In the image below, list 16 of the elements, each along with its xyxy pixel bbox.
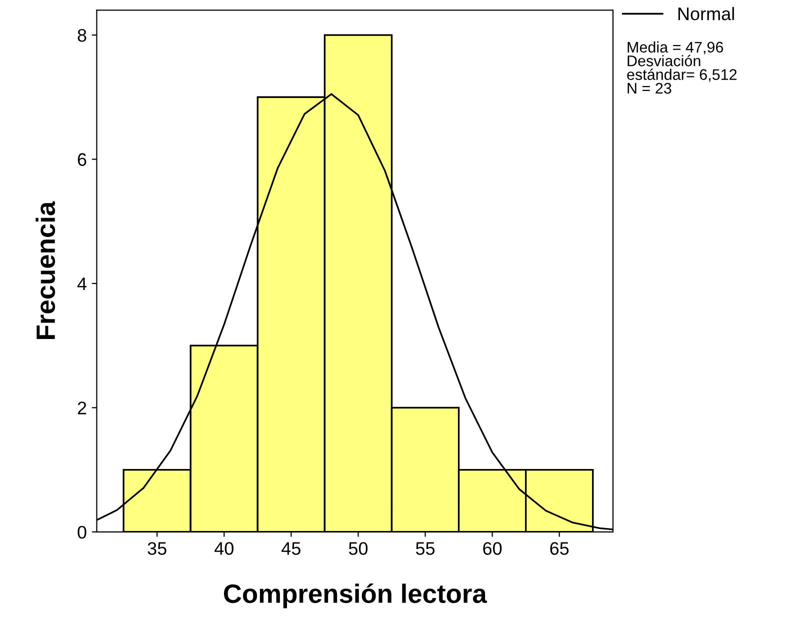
x-tick-label: 40 [214,542,234,555]
y-tick-label: 8 [78,28,86,42]
y-tick-label: 0 [78,526,86,539]
legend-label: Normal [678,6,734,20]
x-tick-label: 45 [282,542,300,555]
x-tick-label: 55 [416,542,435,555]
y-axis-title: Frecuencia [36,201,56,339]
x-tick-label: 50 [348,542,368,555]
x-axis-title: Comprensión lectora [224,583,488,608]
text: Media = 47,96 Desviación estándar= 6,512 N = 23 [627,41,737,94]
y-tick-label: 2 [78,402,86,414]
x-tick-label: 60 [483,542,502,555]
y-tick-label: 6 [78,153,86,166]
x-tick-label: 65 [550,542,569,555]
x-tick-label: 35 [148,542,166,555]
y-tick-label: 4 [77,278,86,290]
